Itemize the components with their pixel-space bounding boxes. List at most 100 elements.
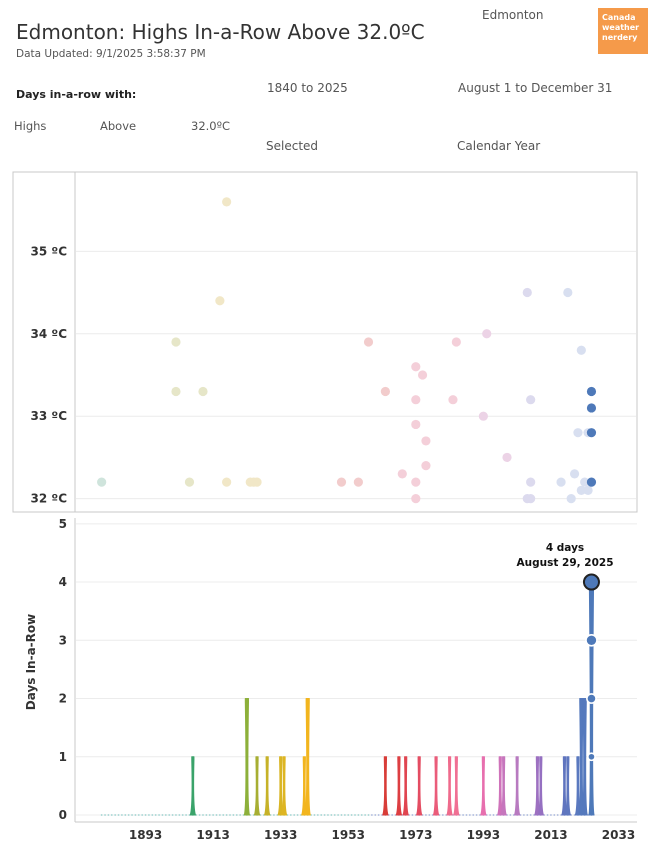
scatter-point[interactable] <box>411 395 421 405</box>
scatter-point[interactable] <box>411 494 421 504</box>
scatter-point[interactable] <box>580 477 590 487</box>
scatter-point[interactable] <box>421 436 431 446</box>
scatter-point[interactable] <box>586 386 597 397</box>
scatter-point[interactable] <box>576 485 586 495</box>
scatter-point[interactable] <box>411 477 421 487</box>
streak-baseline-dot <box>134 814 137 816</box>
scatter-point[interactable] <box>586 428 597 438</box>
scatter-point[interactable] <box>522 287 532 298</box>
scatter-point[interactable] <box>586 477 597 487</box>
scatter-point[interactable] <box>184 477 195 487</box>
scatter-point[interactable] <box>222 477 232 487</box>
streak-baseline-dot <box>313 814 316 816</box>
streak-spike[interactable] <box>243 698 251 816</box>
scatter-y-tick-label: 32 ºC <box>31 492 68 506</box>
streak-highlight-marker[interactable] <box>582 573 600 591</box>
streak-y-tick-label: 4 <box>59 575 67 589</box>
scatter-point[interactable] <box>556 477 566 487</box>
scatter-point[interactable] <box>576 345 586 355</box>
streak-baseline-dot <box>110 814 113 816</box>
scatter-point[interactable] <box>566 494 576 504</box>
data-updated-text: Data Updated: 9/1/2025 3:58:37 PM <box>16 48 206 60</box>
streak-baseline-dot <box>154 814 157 816</box>
streak-baseline-dot <box>178 814 181 816</box>
scatter-point[interactable] <box>97 477 107 487</box>
scatter-y-tick-label: 35 ºC <box>31 244 68 258</box>
streak-baseline-dot <box>114 814 117 816</box>
streak-spike[interactable] <box>253 756 261 816</box>
scatter-point[interactable] <box>573 428 583 438</box>
scatter-point[interactable] <box>421 461 431 471</box>
scatter-point[interactable] <box>583 485 593 495</box>
streak-baseline-dot <box>218 814 221 816</box>
selected-range-label[interactable]: Selected <box>266 139 319 153</box>
scatter-point[interactable] <box>526 494 536 504</box>
streak-spike[interactable] <box>416 756 423 816</box>
scatter-point[interactable] <box>569 469 580 479</box>
scatter-point[interactable] <box>171 337 181 347</box>
scatter-point[interactable] <box>380 386 391 397</box>
scatter-point[interactable] <box>448 395 458 405</box>
streak-spike[interactable] <box>264 756 271 816</box>
streak-baseline-dot <box>323 814 326 816</box>
streak-spike[interactable] <box>446 756 453 816</box>
streak-marker[interactable] <box>585 633 598 647</box>
streak-baseline-dot <box>104 814 106 816</box>
scatter-point[interactable] <box>478 411 488 421</box>
measure-selector[interactable]: Highs <box>14 119 47 133</box>
year-range-filter[interactable]: 1840 to 2025 <box>267 81 348 95</box>
canada-weather-nerdery-logo[interactable]: Canada weather nerdery <box>598 8 648 54</box>
streak-spike[interactable] <box>537 756 544 816</box>
streak-baseline-dot <box>141 814 144 816</box>
streak-spike[interactable] <box>453 756 460 816</box>
streak-spike[interactable] <box>304 698 311 816</box>
scatter-point[interactable] <box>451 337 461 347</box>
streak-baseline-dot <box>364 814 367 816</box>
scatter-point[interactable] <box>198 386 208 397</box>
threshold-selector[interactable]: 32.0ºC <box>191 119 231 133</box>
calendar-year-selector[interactable]: Calendar Year <box>457 139 541 153</box>
scatter-point[interactable] <box>526 395 536 405</box>
scatter-point[interactable] <box>411 419 421 430</box>
streak-x-ticks: 1893 1913 1933 1953 1973 1993 2013 2033 <box>129 828 635 842</box>
streak-spike[interactable] <box>564 756 571 816</box>
streak-baseline-dot <box>215 814 218 816</box>
streak-spike[interactable] <box>432 756 440 816</box>
streak-baseline-dot <box>472 814 475 816</box>
annotation-date: August 29, 2025 <box>517 557 614 569</box>
scatter-point[interactable] <box>482 329 492 339</box>
streak-spike[interactable] <box>280 756 288 816</box>
streak-baseline-dot <box>137 814 140 816</box>
direction-selector[interactable]: Above <box>100 119 137 133</box>
streak-spike[interactable] <box>189 756 196 816</box>
scatter-point[interactable] <box>363 337 374 347</box>
scatter-point[interactable] <box>222 197 232 207</box>
streak-y-tick-label: 3 <box>59 633 67 647</box>
streak-baseline-dot <box>441 814 444 816</box>
scatter-point[interactable] <box>417 370 428 380</box>
scatter-point[interactable] <box>171 386 181 397</box>
streak-baseline-dot <box>553 814 556 816</box>
scatter-point[interactable] <box>586 403 597 413</box>
scatter-point[interactable] <box>411 362 421 372</box>
streak-baseline-dot <box>273 814 275 816</box>
streak-marker[interactable] <box>586 693 597 704</box>
streak-spike[interactable] <box>480 756 487 816</box>
scatter-point[interactable] <box>502 452 512 463</box>
scatter-point[interactable] <box>397 469 407 479</box>
streak-spike[interactable] <box>514 756 521 816</box>
scatter-point[interactable] <box>563 287 573 298</box>
streak-spike[interactable] <box>382 756 389 816</box>
scatter-point[interactable] <box>215 296 225 306</box>
streak-marker[interactable] <box>587 752 596 762</box>
streak-baseline-dot <box>198 814 201 816</box>
date-range-filter[interactable]: August 1 to December 31 <box>458 81 613 95</box>
scatter-point[interactable] <box>252 477 262 487</box>
streak-spike[interactable] <box>402 756 409 816</box>
scatter-point[interactable] <box>526 477 536 487</box>
streak-spike[interactable] <box>395 756 403 816</box>
scatter-point[interactable] <box>353 477 363 487</box>
streak-baseline-dot <box>340 814 343 816</box>
scatter-point[interactable] <box>336 477 347 487</box>
streak-spike[interactable] <box>500 756 507 816</box>
